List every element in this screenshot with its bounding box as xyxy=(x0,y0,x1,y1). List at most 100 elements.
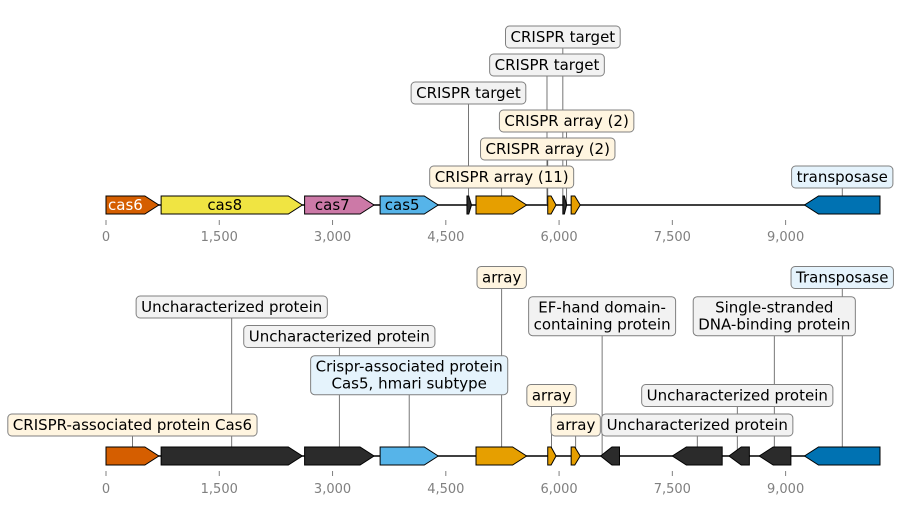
annotation-text: Uncharacterized protein xyxy=(607,416,788,434)
annotation-box xyxy=(791,165,894,189)
axis-tick-label: 7,500 xyxy=(654,482,691,497)
gene-arrow[interactable] xyxy=(547,195,557,215)
gene-arrow[interactable] xyxy=(803,446,881,466)
gene-label: cas7 xyxy=(315,196,350,214)
annotation-text: CRISPR array (2) xyxy=(504,112,628,130)
axis-tick-label: 9,000 xyxy=(767,482,804,497)
gene-arrow[interactable] xyxy=(475,446,528,466)
annotation-box xyxy=(7,413,258,437)
annotation-text: CRISPR target xyxy=(495,56,600,74)
axis-tick-label: 9,000 xyxy=(767,230,804,245)
gene-arrow[interactable] xyxy=(105,195,160,215)
axis-tick-label: 0 xyxy=(102,230,110,245)
annotation-box xyxy=(429,165,575,189)
annotation-box xyxy=(480,137,616,161)
annotation-label: Uncharacterized protein xyxy=(135,295,328,319)
gene-label: cas5 xyxy=(385,196,420,214)
gene-arrow[interactable] xyxy=(379,195,440,215)
annotation-box xyxy=(489,53,605,77)
annotation-label: CRISPR target xyxy=(489,53,605,77)
axis-tick-label: 1,500 xyxy=(201,230,238,245)
axis-tick-label: 3,000 xyxy=(314,482,351,497)
axis-tick-label: 4,500 xyxy=(427,482,464,497)
gene-arrow[interactable] xyxy=(304,195,375,215)
gene-arrow[interactable] xyxy=(570,446,581,466)
gene-arrow[interactable] xyxy=(547,446,557,466)
annotation-text: transposase xyxy=(797,168,888,186)
annotation-label: array xyxy=(476,266,527,289)
gene-arrow[interactable] xyxy=(466,195,473,215)
annotation-text: array xyxy=(482,269,521,287)
annotation-text: CRISPR target xyxy=(416,84,521,102)
annotation-label: Uncharacterized protein xyxy=(243,325,436,348)
gene-arrow[interactable] xyxy=(599,446,620,466)
annotation-box xyxy=(692,296,856,337)
annotation-text: Crispr-associated protein xyxy=(316,358,503,376)
gene-label: cas8 xyxy=(207,196,242,214)
axis-tick-label: 1,500 xyxy=(201,482,238,497)
gene-arrow[interactable] xyxy=(728,446,750,466)
annotation-text: Uncharacterized protein xyxy=(647,387,828,405)
gene-arrow[interactable] xyxy=(379,446,440,466)
track-bottom: 0 1,500 3,000 4,500 6,000 7,500 9,000 Transposa… xyxy=(7,266,894,497)
annotation-label: array xyxy=(526,384,577,407)
annotation-box xyxy=(476,266,527,289)
annotation-box xyxy=(498,109,635,133)
annotation-box xyxy=(641,384,834,407)
axis-tick-label: 6,000 xyxy=(540,482,577,497)
annotation-box xyxy=(135,295,328,319)
annotation-label: Transposase xyxy=(790,266,894,289)
annotation-text: CRISPR array (2) xyxy=(486,140,610,158)
annotation-label: CRISPR-associated protein Cas6 xyxy=(7,413,258,437)
gene-arrow[interactable] xyxy=(562,195,568,215)
axis-tick-label: 3,000 xyxy=(314,230,351,245)
gene-arrow[interactable] xyxy=(304,446,375,466)
annotation-label: CRISPR array (2) xyxy=(498,109,635,133)
gene-arrow[interactable] xyxy=(160,446,304,466)
gene-arrow[interactable] xyxy=(803,195,881,215)
axis-tick-label: 6,000 xyxy=(540,230,577,245)
axis-tick-label: 4,500 xyxy=(427,230,464,245)
annotation-label: CRISPR target xyxy=(505,25,621,49)
gene-arrow[interactable] xyxy=(475,195,528,215)
annotation-label: Uncharacterized protein xyxy=(641,384,834,407)
axis-tick-label: 0 xyxy=(102,482,110,497)
annotation-label: array xyxy=(550,413,601,437)
annotation-box xyxy=(528,296,677,337)
annotation-box xyxy=(505,25,621,49)
gene-arrow[interactable] xyxy=(758,446,792,466)
annotation-label: transposase xyxy=(791,165,894,189)
axis-tick-label: 7,500 xyxy=(654,230,691,245)
gene-label: cas6 xyxy=(108,196,143,214)
annotation-text: CRISPR target xyxy=(511,28,616,46)
annotation-text: array xyxy=(532,387,571,405)
annotation-text: Single-stranded xyxy=(715,299,833,317)
annotation-text: containing protein xyxy=(534,316,671,334)
annotation-label: EF-hand domain-containing protein xyxy=(528,296,677,337)
track-top: 0 1,500 3,000 4,500 6,000 7,500 9,000 cas6 cas8 c… xyxy=(102,25,894,245)
gene-arrow[interactable] xyxy=(671,446,723,466)
gene-arrow[interactable] xyxy=(570,195,581,215)
gene-arrow[interactable] xyxy=(160,195,304,215)
annotation-text: DNA-binding protein xyxy=(698,316,850,334)
annotation-box xyxy=(550,413,601,437)
annotation-box xyxy=(526,384,577,407)
annotation-label: CRISPR array (11) xyxy=(429,165,575,189)
annotation-box xyxy=(790,266,894,289)
annotation-text: Transposase xyxy=(795,269,888,287)
annotation-text: CRISPR array (11) xyxy=(435,168,569,186)
gene-arrow[interactable] xyxy=(105,446,160,466)
annotation-text: array xyxy=(556,416,595,434)
annotation-text: EF-hand domain- xyxy=(538,299,666,317)
annotation-label: Uncharacterized protein xyxy=(601,413,794,437)
annotation-box xyxy=(243,325,436,348)
annotation-box xyxy=(601,413,794,437)
annotation-label: CRISPR target xyxy=(410,81,527,105)
annotation-box xyxy=(410,81,527,105)
annotation-box xyxy=(310,355,509,396)
annotation-text: CRISPR-associated protein Cas6 xyxy=(13,416,252,434)
annotation-text: Uncharacterized protein xyxy=(249,328,430,346)
